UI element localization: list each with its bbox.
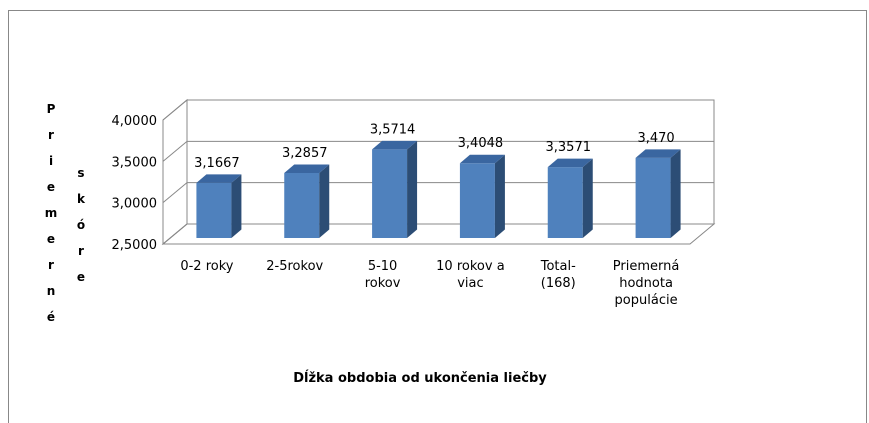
bar-side [231, 174, 242, 238]
bar-top [635, 149, 681, 158]
x-tick-label: 2-5rokov [266, 259, 324, 274]
x-tick-label: 5-10 rokov [364, 259, 401, 291]
bar-top [547, 158, 593, 168]
bar-top [196, 174, 242, 183]
grid-line [162, 140, 188, 162]
grid-line [162, 223, 188, 245]
x-tick-label: 0-2 roky [180, 259, 234, 274]
bar-front [459, 163, 495, 238]
bar-top [459, 154, 505, 164]
bar-front [284, 173, 320, 238]
bar-side [670, 149, 681, 238]
bar-front [635, 157, 671, 238]
floor [161, 223, 716, 245]
data-label: 3,1667 [194, 156, 240, 171]
y-tick-label: 3,5000 [112, 155, 158, 170]
back-wall [186, 99, 715, 225]
chart-frame [8, 10, 867, 423]
bar-top [284, 164, 330, 174]
bar-side [494, 154, 505, 238]
bar-side [319, 164, 330, 238]
bar-side [407, 140, 418, 238]
grid-line [162, 182, 188, 204]
data-label: 3,3571 [546, 140, 592, 155]
bar-top [372, 140, 418, 150]
y-tick-label: 4,0000 [112, 114, 158, 129]
data-label: 3,2857 [282, 146, 328, 161]
bar-front [196, 182, 232, 238]
y-axis-title: Priemerné [44, 102, 58, 336]
y-tick-label: 3,0000 [112, 197, 158, 212]
bar [459, 154, 505, 238]
x-tick-label: Total- (168) [540, 259, 576, 291]
y-axis-title: skóre [74, 166, 88, 296]
bar-front [372, 149, 408, 238]
bar [547, 158, 593, 238]
grid-line [162, 99, 188, 121]
y-tick-label: 2,5000 [112, 238, 158, 253]
data-label: 3,4048 [458, 136, 504, 151]
x-tick-label: Priemerná hodnota populácie [612, 259, 680, 308]
bar [635, 149, 681, 238]
bar-front [547, 167, 583, 238]
bar [196, 174, 242, 238]
data-label: 3,470 [637, 131, 674, 146]
bar [284, 164, 330, 238]
bar-side [582, 158, 593, 238]
side-wall [162, 98, 188, 246]
x-tick-label: 10 rokov a viac [436, 259, 505, 291]
data-label: 3,5714 [370, 122, 416, 137]
x-axis-title: Dĺžka obdobia od ukončenia liečby [293, 370, 547, 386]
bar [372, 140, 418, 238]
